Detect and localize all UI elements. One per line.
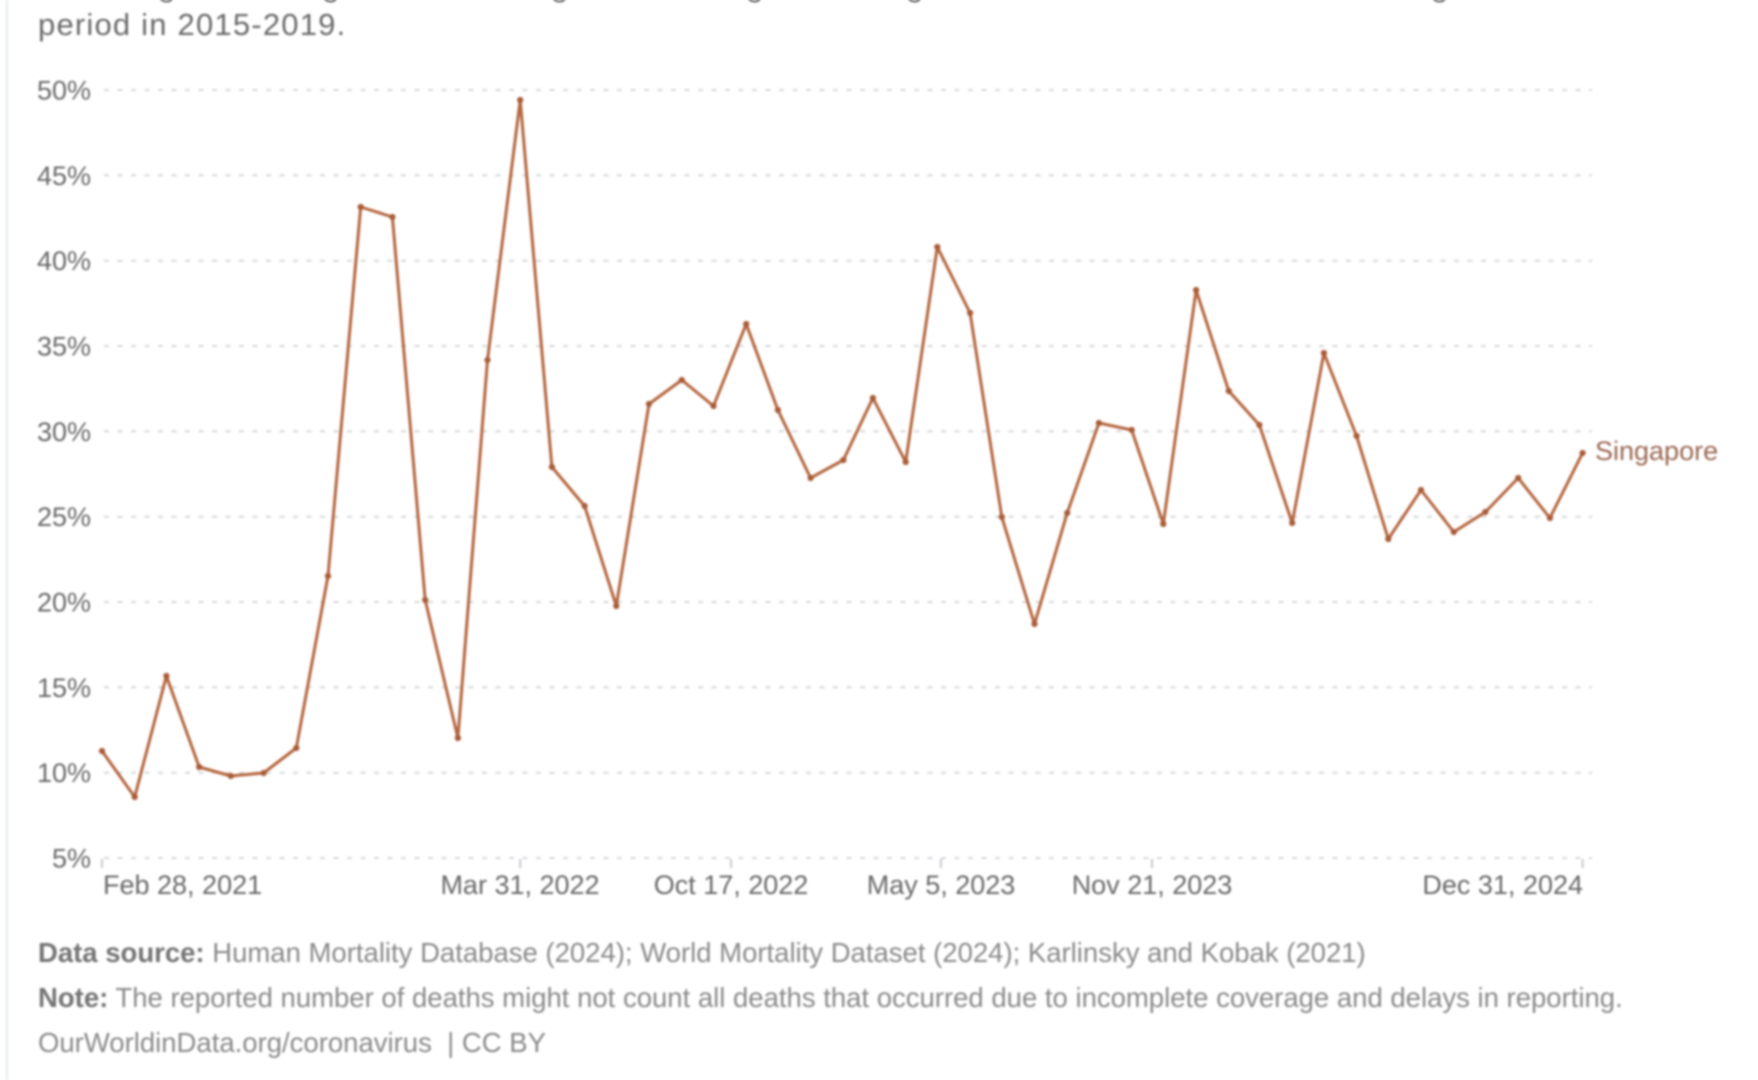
svg-text:25%: 25% — [37, 502, 91, 532]
svg-text:35%: 35% — [37, 332, 91, 362]
svg-text:Dec 31, 2024: Dec 31, 2024 — [1422, 870, 1583, 900]
svg-text:30%: 30% — [37, 417, 91, 447]
svg-text:Feb 28, 2021: Feb 28, 2021 — [103, 870, 262, 900]
svg-text:20%: 20% — [37, 588, 91, 618]
svg-text:50%: 50% — [37, 76, 91, 106]
svg-text:May 5, 2023: May 5, 2023 — [867, 870, 1016, 900]
svg-text:5%: 5% — [52, 844, 91, 874]
svg-text:Oct 17, 2022: Oct 17, 2022 — [654, 870, 809, 900]
svg-text:Singapore: Singapore — [1595, 436, 1718, 466]
svg-text:10%: 10% — [37, 758, 91, 788]
svg-text:Nov 21, 2023: Nov 21, 2023 — [1072, 870, 1233, 900]
svg-text:45%: 45% — [37, 161, 91, 191]
svg-text:40%: 40% — [37, 246, 91, 276]
svg-text:15%: 15% — [37, 673, 91, 703]
svg-text:Mar 31, 2022: Mar 31, 2022 — [440, 870, 599, 900]
